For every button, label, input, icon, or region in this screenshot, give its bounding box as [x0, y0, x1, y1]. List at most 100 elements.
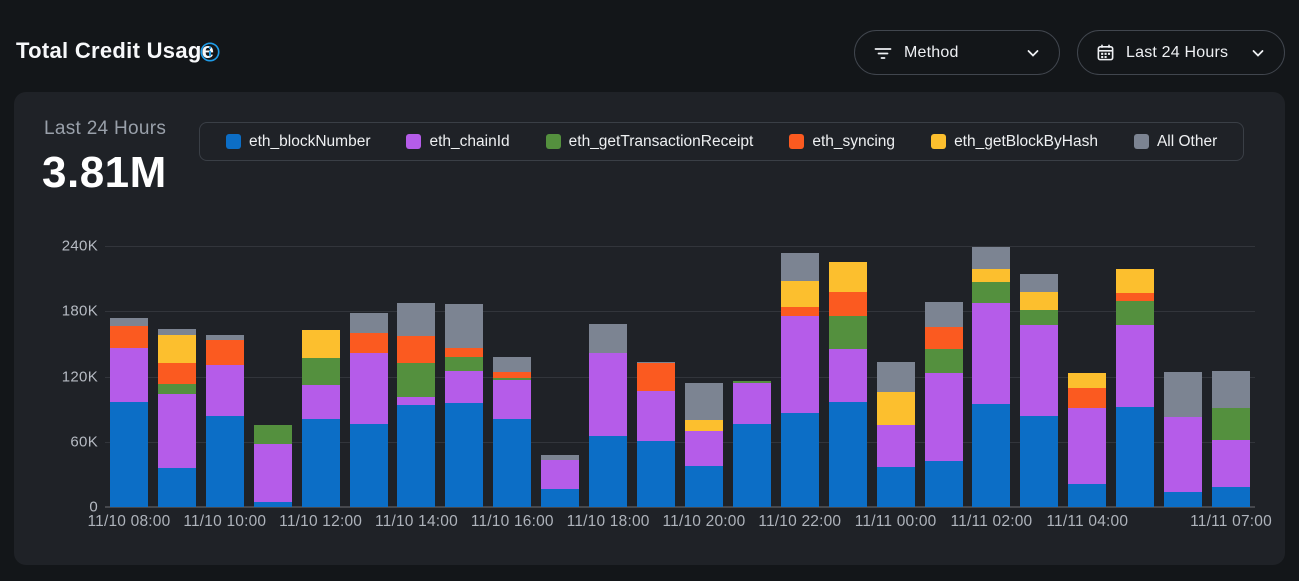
legend-item[interactable]: eth_syncing	[789, 133, 895, 151]
bar-segment-eth_syncing[interactable]	[397, 336, 435, 363]
legend-item[interactable]: eth_blockNumber	[226, 133, 370, 151]
bar-segment-eth_gettransactionreceipt[interactable]	[925, 349, 963, 373]
bar-segment-eth_blocknumber[interactable]	[541, 489, 579, 507]
bar-segment-eth_gettransactionreceipt[interactable]	[445, 357, 483, 371]
bar-segment-eth_chainid[interactable]	[1068, 408, 1106, 484]
bar-segment-eth_blocknumber[interactable]	[1212, 487, 1250, 507]
legend-item[interactable]: eth_getBlockByHash	[931, 133, 1098, 151]
bar-segment-eth_getblockbyhash[interactable]	[1068, 373, 1106, 388]
bar-segment-eth_gettransactionreceipt[interactable]	[1116, 301, 1154, 325]
bar-segment-eth_chainid[interactable]	[110, 348, 148, 401]
bar-segment-eth_gettransactionreceipt[interactable]	[829, 316, 867, 350]
legend-item[interactable]: eth_chainId	[406, 133, 509, 151]
stacked-bar[interactable]	[1116, 269, 1154, 507]
bar-segment-all-other[interactable]	[925, 302, 963, 327]
stacked-bar[interactable]	[685, 383, 723, 507]
bar-segment-all-other[interactable]	[781, 253, 819, 281]
bar-segment-eth_chainid[interactable]	[1212, 440, 1250, 488]
stacked-bar[interactable]	[397, 303, 435, 507]
bar-segment-eth_blocknumber[interactable]	[158, 468, 196, 507]
stacked-bar[interactable]	[158, 329, 196, 507]
bar-segment-eth_blocknumber[interactable]	[925, 461, 963, 507]
bar-segment-all-other[interactable]	[877, 362, 915, 391]
bar-segment-eth_blocknumber[interactable]	[350, 424, 388, 507]
bar-segment-eth_chainid[interactable]	[445, 371, 483, 403]
stacked-bar[interactable]	[637, 362, 675, 507]
bar-segment-eth_getblockbyhash[interactable]	[829, 262, 867, 291]
stacked-bar[interactable]	[733, 381, 771, 507]
bar-segment-eth_blocknumber[interactable]	[1164, 492, 1202, 507]
method-filter-button[interactable]: Method	[854, 30, 1060, 75]
bar-segment-eth_syncing[interactable]	[445, 348, 483, 357]
stacked-bar[interactable]	[1020, 274, 1058, 507]
bar-segment-eth_chainid[interactable]	[781, 316, 819, 414]
bar-segment-eth_syncing[interactable]	[1116, 293, 1154, 302]
stacked-bar[interactable]	[972, 247, 1010, 507]
bar-segment-all-other[interactable]	[972, 247, 1010, 269]
bar-segment-eth_syncing[interactable]	[158, 363, 196, 384]
bar-segment-eth_getblockbyhash[interactable]	[158, 335, 196, 363]
legend-item[interactable]: All Other	[1134, 133, 1217, 151]
bar-segment-eth_blocknumber[interactable]	[1068, 484, 1106, 507]
bar-segment-eth_blocknumber[interactable]	[1116, 407, 1154, 507]
bar-segment-eth_gettransactionreceipt[interactable]	[158, 384, 196, 394]
bar-segment-eth_gettransactionreceipt[interactable]	[302, 358, 340, 385]
stacked-bar[interactable]	[1068, 373, 1106, 507]
stacked-bar[interactable]	[302, 330, 340, 507]
bar-segment-eth_chainid[interactable]	[877, 425, 915, 466]
bar-segment-eth_syncing[interactable]	[637, 363, 675, 390]
bar-segment-eth_chainid[interactable]	[302, 385, 340, 419]
stacked-bar[interactable]	[254, 425, 292, 507]
bar-segment-eth_chainid[interactable]	[541, 460, 579, 488]
stacked-bar[interactable]	[206, 335, 244, 507]
bar-segment-all-other[interactable]	[445, 304, 483, 349]
stacked-bar[interactable]	[1164, 372, 1202, 507]
bar-segment-eth_blocknumber[interactable]	[254, 502, 292, 507]
stacked-bar[interactable]	[350, 313, 388, 507]
bar-segment-all-other[interactable]	[350, 313, 388, 333]
bar-segment-eth_chainid[interactable]	[685, 431, 723, 466]
bar-segment-eth_chainid[interactable]	[1164, 417, 1202, 492]
stacked-bar[interactable]	[877, 362, 915, 507]
bar-segment-all-other[interactable]	[1212, 371, 1250, 408]
stacked-bar[interactable]	[589, 324, 627, 507]
bar-segment-eth_blocknumber[interactable]	[445, 403, 483, 507]
stacked-bar[interactable]	[1212, 371, 1250, 507]
bar-segment-eth_blocknumber[interactable]	[733, 424, 771, 507]
bar-segment-all-other[interactable]	[589, 324, 627, 352]
stacked-bar[interactable]	[829, 262, 867, 507]
bar-segment-eth_blocknumber[interactable]	[637, 441, 675, 507]
bar-segment-eth_blocknumber[interactable]	[877, 467, 915, 507]
bar-segment-eth_blocknumber[interactable]	[493, 419, 531, 507]
stacked-bar[interactable]	[781, 253, 819, 507]
bar-segment-eth_getblockbyhash[interactable]	[685, 420, 723, 431]
bar-segment-eth_gettransactionreceipt[interactable]	[1020, 310, 1058, 325]
bar-segment-eth_chainid[interactable]	[1116, 325, 1154, 407]
bar-segment-eth_getblockbyhash[interactable]	[972, 269, 1010, 282]
bar-segment-eth_blocknumber[interactable]	[1020, 416, 1058, 507]
bar-segment-eth_chainid[interactable]	[206, 365, 244, 416]
bar-segment-eth_blocknumber[interactable]	[397, 405, 435, 507]
bar-segment-eth_chainid[interactable]	[1020, 325, 1058, 415]
bar-segment-all-other[interactable]	[1164, 372, 1202, 417]
bar-segment-eth_getblockbyhash[interactable]	[302, 330, 340, 358]
bar-segment-eth_blocknumber[interactable]	[829, 402, 867, 507]
bar-segment-eth_gettransactionreceipt[interactable]	[254, 425, 292, 443]
bar-segment-eth_blocknumber[interactable]	[302, 419, 340, 507]
stacked-bar[interactable]	[925, 302, 963, 508]
bar-segment-eth_syncing[interactable]	[350, 333, 388, 353]
bar-segment-eth_syncing[interactable]	[781, 307, 819, 316]
date-range-button[interactable]: Last 24 Hours	[1077, 30, 1285, 75]
bar-segment-all-other[interactable]	[1020, 274, 1058, 291]
bar-segment-eth_gettransactionreceipt[interactable]	[397, 363, 435, 397]
bar-segment-all-other[interactable]	[397, 303, 435, 337]
bar-segment-eth_chainid[interactable]	[397, 397, 435, 405]
bar-segment-eth_getblockbyhash[interactable]	[781, 281, 819, 307]
bar-segment-eth_gettransactionreceipt[interactable]	[972, 282, 1010, 303]
stacked-bar[interactable]	[493, 357, 531, 507]
bar-segment-eth_chainid[interactable]	[925, 373, 963, 461]
bar-segment-eth_syncing[interactable]	[1068, 388, 1106, 408]
bar-segment-eth_syncing[interactable]	[829, 292, 867, 316]
bar-segment-eth_chainid[interactable]	[829, 349, 867, 401]
bar-segment-eth_getblockbyhash[interactable]	[1116, 269, 1154, 293]
